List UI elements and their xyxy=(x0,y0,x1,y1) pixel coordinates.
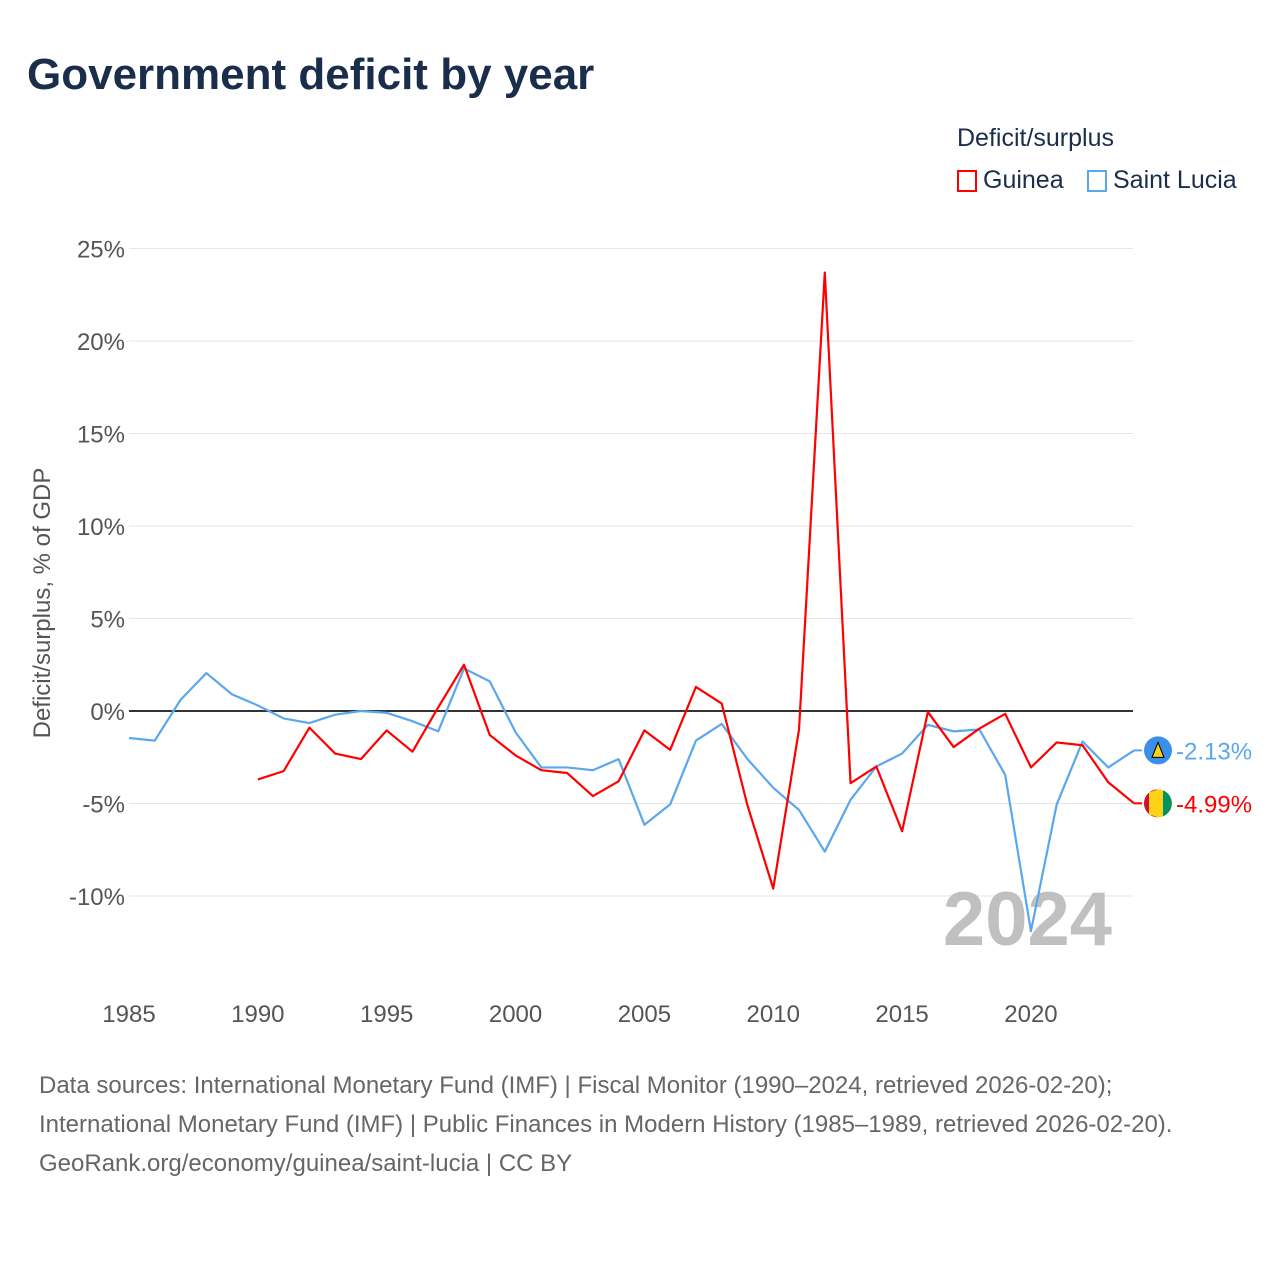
x-tick-label: 2000 xyxy=(489,1001,542,1028)
chart-title: Government deficit by year xyxy=(27,50,595,99)
y-tick-label: 5% xyxy=(90,607,125,634)
flag-guinea-green xyxy=(1163,790,1172,817)
legend-item-guinea[interactable]: Guinea xyxy=(957,166,1064,195)
y-tick-label: -10% xyxy=(69,884,125,911)
x-tick-label: 2010 xyxy=(747,1001,800,1028)
y-tick-label: -5% xyxy=(82,792,125,819)
series-line-guinea xyxy=(257,271,1135,890)
legend-label-guinea: Guinea xyxy=(983,166,1064,194)
y-tick-label: 15% xyxy=(77,422,125,449)
legend-swatch-guinea xyxy=(957,169,977,192)
flag-saint-lucia-triangle xyxy=(1151,741,1165,758)
x-tick-label: 1985 xyxy=(102,1001,155,1028)
y-tick-label: 20% xyxy=(77,329,125,356)
x-tick-label: 2005 xyxy=(618,1001,671,1028)
data-sources: Data sources: International Monetary Fun… xyxy=(39,1072,1173,1138)
credit-link[interactable]: GeoRank.org/economy/guinea/saint-lucia |… xyxy=(39,1150,573,1177)
legend-label-saint-lucia: Saint Lucia xyxy=(1113,166,1237,194)
legend-swatch-saint-lucia xyxy=(1087,169,1107,192)
footer: Data sources: International Monetary Fun… xyxy=(39,1066,1239,1183)
year-watermark: 2024 xyxy=(943,877,1112,962)
x-tick-label: 1990 xyxy=(231,1001,284,1028)
y-tick-label: 25% xyxy=(77,237,125,264)
x-tick-label: 2015 xyxy=(875,1001,928,1028)
x-tick-label: 2020 xyxy=(1004,1001,1057,1028)
y-tick-label: 0% xyxy=(90,699,125,726)
end-value-label-saint-lucia: -2.13% xyxy=(1176,738,1252,765)
series-line-saint-lucia xyxy=(128,667,1135,933)
y-axis-label: Deficit/surplus, % of GDP xyxy=(29,468,56,739)
x-tick-label: 1995 xyxy=(360,1001,413,1028)
y-tick-label: 10% xyxy=(77,514,125,541)
legend-title: Deficit/surplus xyxy=(957,124,1114,152)
legend-item-saint-lucia[interactable]: Saint Lucia xyxy=(1087,166,1237,195)
end-value-label-guinea: -4.99% xyxy=(1176,791,1252,818)
flag-guinea-red xyxy=(1144,789,1158,818)
